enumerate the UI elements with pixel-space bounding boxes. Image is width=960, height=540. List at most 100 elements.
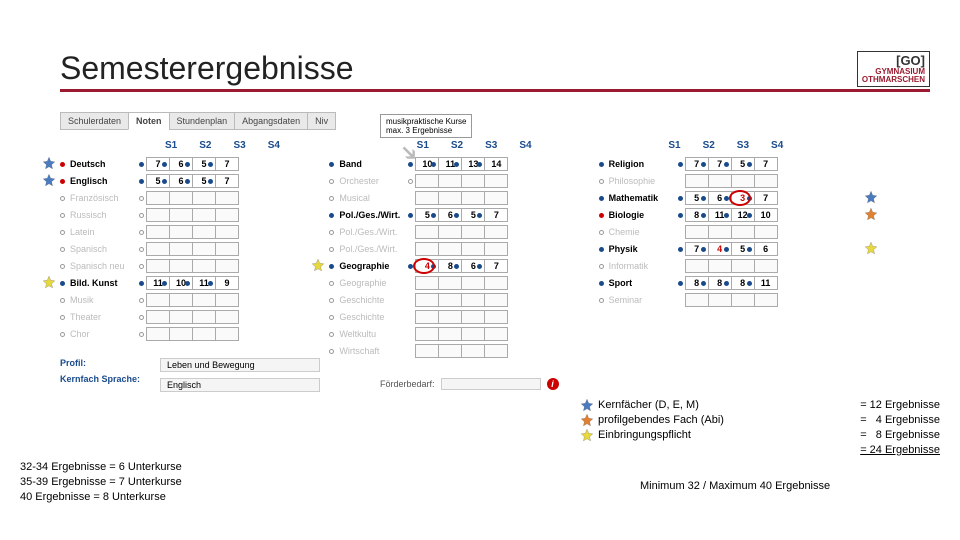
- grade-cell[interactable]: [146, 191, 170, 205]
- grade-cell[interactable]: [685, 293, 709, 307]
- grade-cell[interactable]: [461, 225, 485, 239]
- grade-cell[interactable]: [415, 327, 439, 341]
- grade-cell[interactable]: [461, 174, 485, 188]
- grade-cell[interactable]: [484, 242, 508, 256]
- grade-cell[interactable]: [192, 242, 216, 256]
- grade-cell[interactable]: [754, 174, 778, 188]
- grade-cell[interactable]: [731, 174, 755, 188]
- grade-cell[interactable]: [708, 293, 732, 307]
- grade-cell[interactable]: [461, 191, 485, 205]
- grade-cell[interactable]: [169, 259, 193, 273]
- grade-cell[interactable]: [192, 259, 216, 273]
- grade-cell[interactable]: 6: [754, 242, 778, 256]
- grade-cell[interactable]: 7: [754, 157, 778, 171]
- grade-cell[interactable]: [169, 242, 193, 256]
- grade-cell[interactable]: [685, 225, 709, 239]
- grade-cell[interactable]: [461, 310, 485, 324]
- grade-cell[interactable]: [192, 327, 216, 341]
- grade-cell[interactable]: [731, 259, 755, 273]
- grade-cell[interactable]: [754, 293, 778, 307]
- grade-cell[interactable]: [415, 310, 439, 324]
- grade-cell[interactable]: [685, 174, 709, 188]
- grade-cell[interactable]: [215, 208, 239, 222]
- grade-cell[interactable]: [192, 310, 216, 324]
- grade-cell[interactable]: [146, 225, 170, 239]
- grade-cell[interactable]: 9: [215, 276, 239, 290]
- grade-cell[interactable]: [415, 174, 439, 188]
- grade-cell[interactable]: [169, 191, 193, 205]
- grade-cell[interactable]: [215, 242, 239, 256]
- grade-cell[interactable]: 10: [754, 208, 778, 222]
- grade-cell[interactable]: [415, 293, 439, 307]
- grade-cell[interactable]: [461, 276, 485, 290]
- tab-abgangsdaten[interactable]: Abgangsdaten: [234, 112, 308, 130]
- grade-cell[interactable]: [215, 259, 239, 273]
- grade-cell[interactable]: [484, 191, 508, 205]
- grade-cell[interactable]: [461, 344, 485, 358]
- tab-niv[interactable]: Niv: [307, 112, 336, 130]
- grade-cell[interactable]: [708, 259, 732, 273]
- grade-cell[interactable]: [438, 225, 462, 239]
- grade-cell[interactable]: [461, 293, 485, 307]
- grade-cell[interactable]: [215, 225, 239, 239]
- grade-cell[interactable]: [461, 327, 485, 341]
- grade-cell[interactable]: [484, 174, 508, 188]
- grade-cell[interactable]: [146, 293, 170, 307]
- grade-cell[interactable]: 7: [215, 157, 239, 171]
- grade-cell[interactable]: [169, 225, 193, 239]
- grade-cell[interactable]: 14: [484, 157, 508, 171]
- grade-cell[interactable]: [415, 191, 439, 205]
- grade-cell[interactable]: 7: [215, 174, 239, 188]
- grade-cell[interactable]: [146, 310, 170, 324]
- grade-cell[interactable]: [169, 208, 193, 222]
- grade-cell[interactable]: [484, 276, 508, 290]
- grade-cell[interactable]: [192, 225, 216, 239]
- grade-cell[interactable]: [169, 327, 193, 341]
- grade-cell[interactable]: [146, 259, 170, 273]
- grade-cell[interactable]: [169, 293, 193, 307]
- grade-cell[interactable]: [438, 293, 462, 307]
- grade-cell[interactable]: [415, 276, 439, 290]
- grade-cell[interactable]: [146, 208, 170, 222]
- grade-cell[interactable]: [731, 225, 755, 239]
- grade-cell[interactable]: [192, 191, 216, 205]
- grade-cell[interactable]: [484, 225, 508, 239]
- grade-cell[interactable]: [438, 327, 462, 341]
- grade-cell[interactable]: [438, 276, 462, 290]
- grade-cell[interactable]: [438, 344, 462, 358]
- grade-cell[interactable]: [415, 225, 439, 239]
- grade-cell[interactable]: [754, 225, 778, 239]
- grade-cell[interactable]: [484, 310, 508, 324]
- grade-cell[interactable]: [484, 344, 508, 358]
- tab-noten[interactable]: Noten: [128, 112, 170, 130]
- grade-cell[interactable]: [215, 191, 239, 205]
- grade-cell[interactable]: [415, 242, 439, 256]
- grade-cell[interactable]: [754, 259, 778, 273]
- grade-cell[interactable]: [192, 293, 216, 307]
- grade-cell[interactable]: [438, 310, 462, 324]
- grade-cell[interactable]: [731, 293, 755, 307]
- grade-cell[interactable]: [215, 293, 239, 307]
- grade-cell[interactable]: [484, 327, 508, 341]
- grade-cell[interactable]: [192, 208, 216, 222]
- grade-cell[interactable]: [169, 310, 193, 324]
- grade-cell[interactable]: [215, 327, 239, 341]
- grade-cell[interactable]: [215, 310, 239, 324]
- grade-cell[interactable]: [438, 191, 462, 205]
- grade-cell[interactable]: [708, 225, 732, 239]
- grade-cell[interactable]: [708, 174, 732, 188]
- tab-stundenplan[interactable]: Stundenplan: [169, 112, 236, 130]
- grade-cell[interactable]: [415, 344, 439, 358]
- info-icon[interactable]: i: [547, 378, 559, 390]
- grade-cell[interactable]: [438, 174, 462, 188]
- grade-cell[interactable]: [685, 259, 709, 273]
- grade-cell[interactable]: [146, 327, 170, 341]
- grade-cell[interactable]: [438, 242, 462, 256]
- grade-cell[interactable]: 11: [754, 276, 778, 290]
- grade-cell[interactable]: 7: [754, 191, 778, 205]
- grade-cell[interactable]: 7: [484, 208, 508, 222]
- tab-schulerdaten[interactable]: Schulerdaten: [60, 112, 129, 130]
- grade-cell[interactable]: [484, 293, 508, 307]
- grade-cell[interactable]: 7: [484, 259, 508, 273]
- grade-cell[interactable]: [461, 242, 485, 256]
